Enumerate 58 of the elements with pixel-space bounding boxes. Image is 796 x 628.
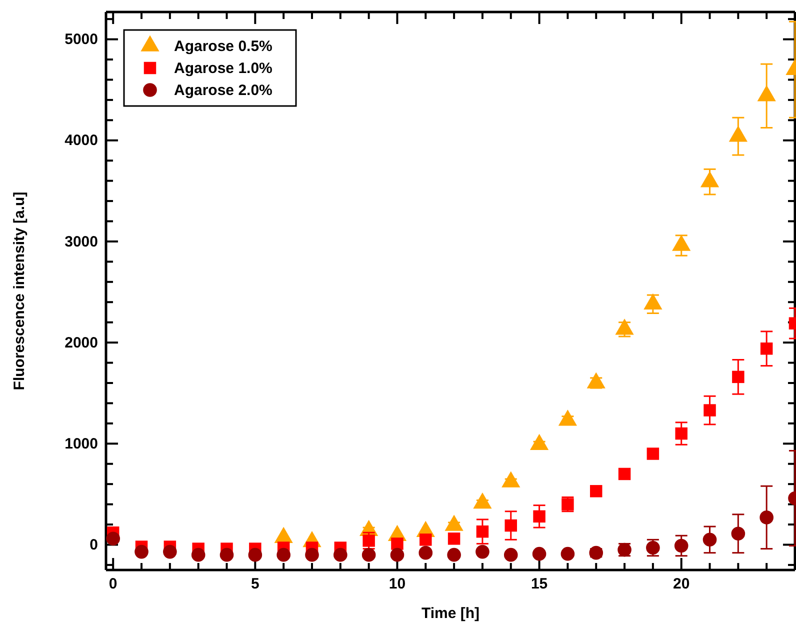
point	[476, 544, 490, 559]
legend-label: Agarose 1.0%	[174, 60, 272, 77]
point	[704, 404, 716, 416]
y-tick-label: 1000	[64, 435, 98, 452]
point	[333, 548, 348, 562]
point	[163, 544, 177, 559]
point	[276, 548, 290, 562]
point	[590, 485, 602, 498]
point	[732, 370, 744, 384]
x-tick-label: 5	[250, 576, 260, 593]
legend-label: Agarose 2.0%	[174, 82, 272, 99]
point	[644, 293, 662, 310]
point	[532, 546, 546, 561]
y-tick-label: 4000	[64, 132, 98, 150]
x-tick-label: 10	[388, 576, 406, 593]
point	[305, 548, 319, 562]
point	[728, 126, 748, 142]
y-tick-label: 2000	[64, 334, 98, 352]
x-tick-label: 20	[673, 576, 690, 593]
y-tick-label: 3000	[64, 233, 98, 250]
point	[504, 519, 517, 532]
point	[420, 534, 432, 546]
point	[106, 532, 120, 546]
point	[248, 548, 262, 562]
point	[589, 546, 604, 560]
point	[560, 546, 575, 561]
point	[760, 342, 773, 355]
point	[476, 525, 489, 538]
point	[418, 546, 433, 560]
x-tick-label: 15	[530, 576, 548, 593]
point	[646, 448, 660, 460]
point	[674, 538, 688, 553]
point	[533, 510, 546, 523]
point	[615, 318, 634, 335]
point	[618, 468, 631, 480]
point	[362, 534, 375, 547]
point	[134, 544, 148, 559]
point	[191, 548, 206, 562]
point	[702, 532, 717, 547]
legend-label: Agarose 0.5%	[174, 38, 272, 55]
point	[757, 85, 776, 102]
point	[448, 532, 460, 545]
x-tick-label: 0	[108, 576, 118, 593]
point	[391, 538, 404, 550]
point	[760, 510, 774, 524]
point	[504, 548, 518, 562]
point	[447, 548, 461, 562]
point	[220, 548, 234, 562]
point	[700, 171, 720, 188]
x-axis-title: Time [h]	[421, 605, 480, 622]
y-tick-label: 0	[90, 536, 98, 554]
y-axis-title: Fluorescence intensity [a.u]	[11, 192, 28, 390]
point	[362, 548, 376, 562]
point	[731, 526, 746, 541]
point	[675, 427, 688, 440]
point	[390, 548, 404, 562]
y-tick-label: 5000	[64, 31, 98, 48]
point	[672, 234, 691, 251]
